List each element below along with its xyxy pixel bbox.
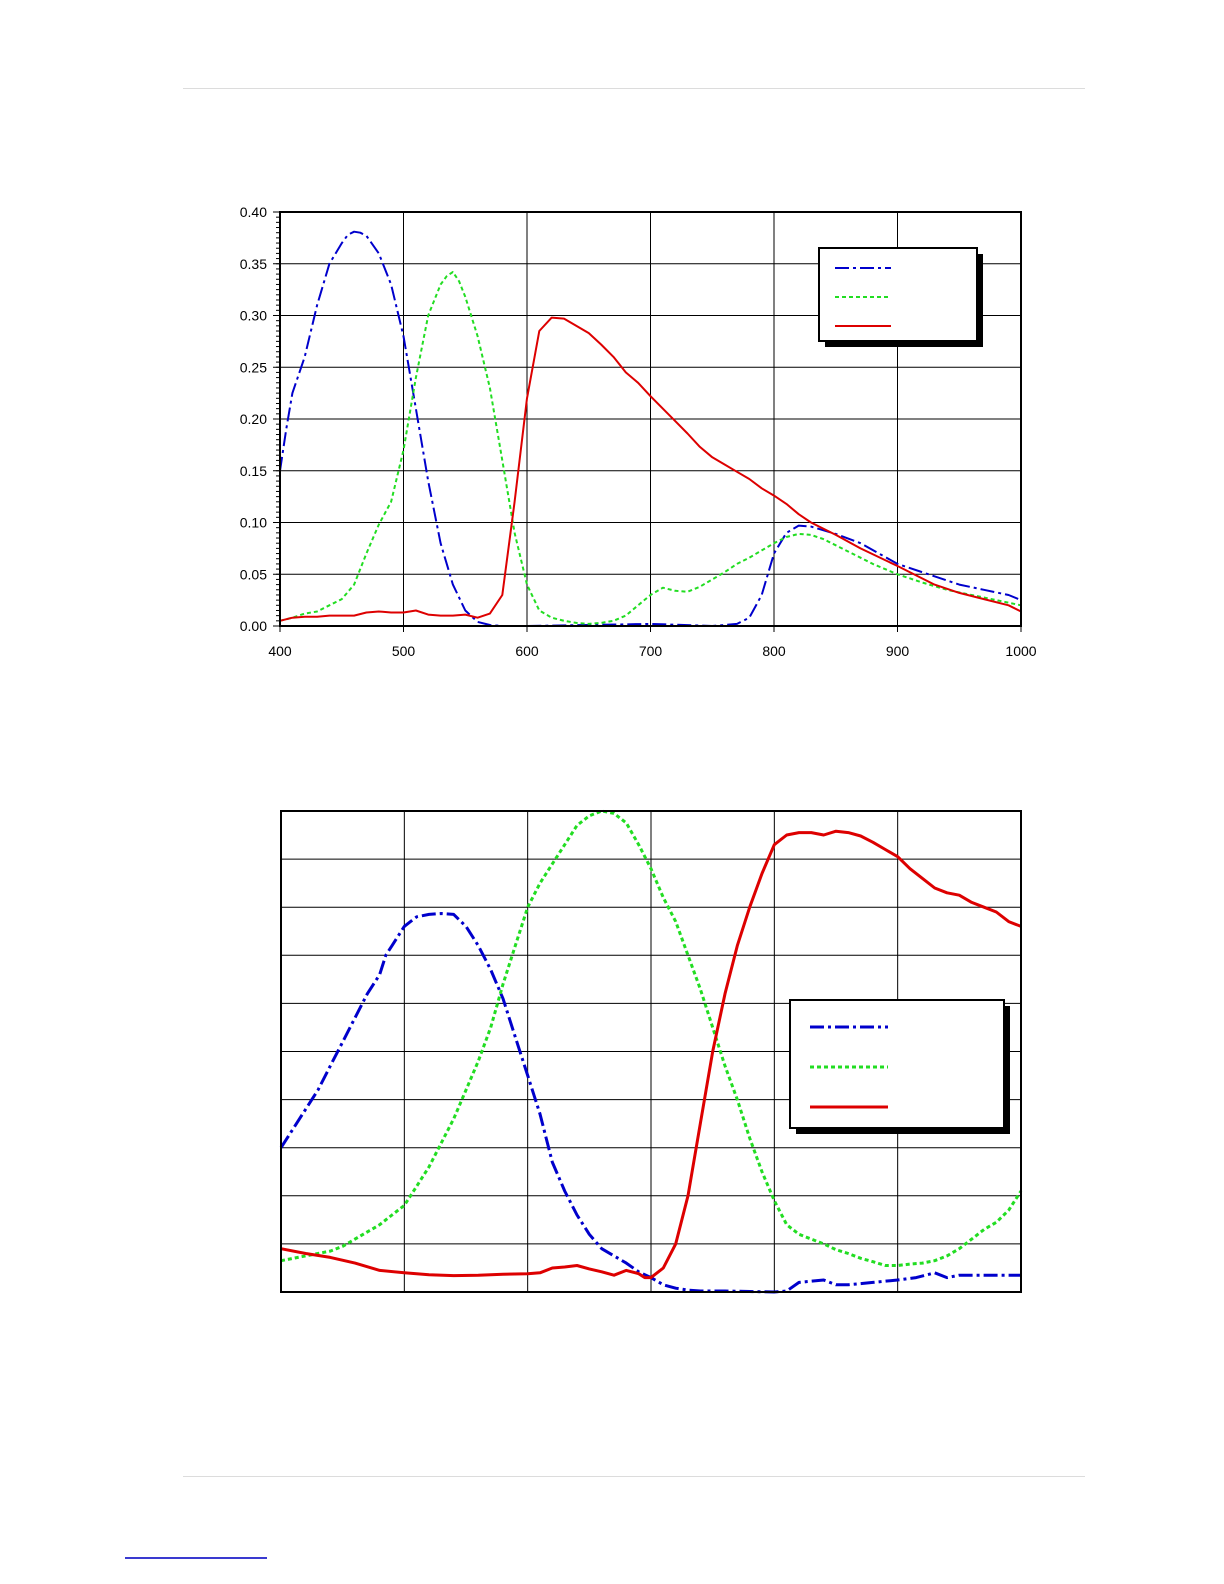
x-tick-label: 800: [762, 643, 786, 659]
y-tick-label: 0.40: [240, 204, 267, 220]
y-tick-label: 0.35: [240, 256, 267, 272]
y-tick-label: 0.30: [240, 308, 267, 324]
legend-box: [789, 999, 1005, 1129]
footer-link-underline[interactable]: [125, 1557, 267, 1559]
x-tick-label: 400: [268, 643, 292, 659]
x-tick-label: 700: [639, 643, 663, 659]
x-tick-label: 500: [392, 643, 416, 659]
series-line-2: [280, 809, 1023, 1267]
y-tick-label: 0.00: [240, 618, 267, 634]
plot-frame: [280, 810, 1022, 1293]
x-tick-label: 1000: [1005, 643, 1036, 659]
series-line-3: [279, 316, 1022, 622]
plot-frame: [279, 211, 1022, 627]
x-tick-label: 600: [515, 643, 539, 659]
footer-rule: [183, 1476, 1085, 1477]
x-tick-label: 900: [886, 643, 910, 659]
y-tick-label: 0.10: [240, 515, 267, 531]
series-line-3: [280, 829, 1022, 1280]
y-tick-label: 0.20: [240, 411, 267, 427]
legend-box: [818, 247, 978, 342]
y-tick-label: 0.05: [240, 566, 267, 582]
header-rule: [183, 88, 1085, 89]
y-tick-label: 0.15: [240, 463, 267, 479]
series-line-2: [279, 271, 1022, 625]
y-tick-label: 0.25: [240, 359, 267, 375]
